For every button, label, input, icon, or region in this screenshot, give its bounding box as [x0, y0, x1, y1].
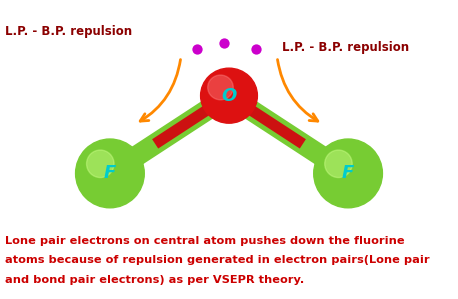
Text: atoms because of repulsion generated in electron pairs(Lone pair: atoms because of repulsion generated in …: [5, 255, 429, 265]
Text: Lone pair electrons on central atom pushes down the fluorine: Lone pair electrons on central atom push…: [5, 236, 404, 246]
Ellipse shape: [201, 68, 257, 123]
Text: F: F: [104, 164, 116, 182]
Text: F: F: [342, 164, 354, 182]
Point: [221, 41, 228, 46]
Ellipse shape: [207, 75, 233, 100]
Ellipse shape: [314, 139, 382, 208]
Point: [193, 47, 201, 52]
Text: and bond pair electrons) as per VSEPR theory.: and bond pair electrons) as per VSEPR th…: [5, 274, 304, 285]
Ellipse shape: [76, 139, 144, 208]
Point: [253, 47, 260, 52]
Text: L.P. - B.P. repulsion: L.P. - B.P. repulsion: [5, 25, 132, 38]
Text: O: O: [221, 87, 237, 105]
Ellipse shape: [325, 150, 352, 178]
Ellipse shape: [87, 150, 114, 178]
Text: L.P. - B.P. repulsion: L.P. - B.P. repulsion: [282, 41, 409, 54]
